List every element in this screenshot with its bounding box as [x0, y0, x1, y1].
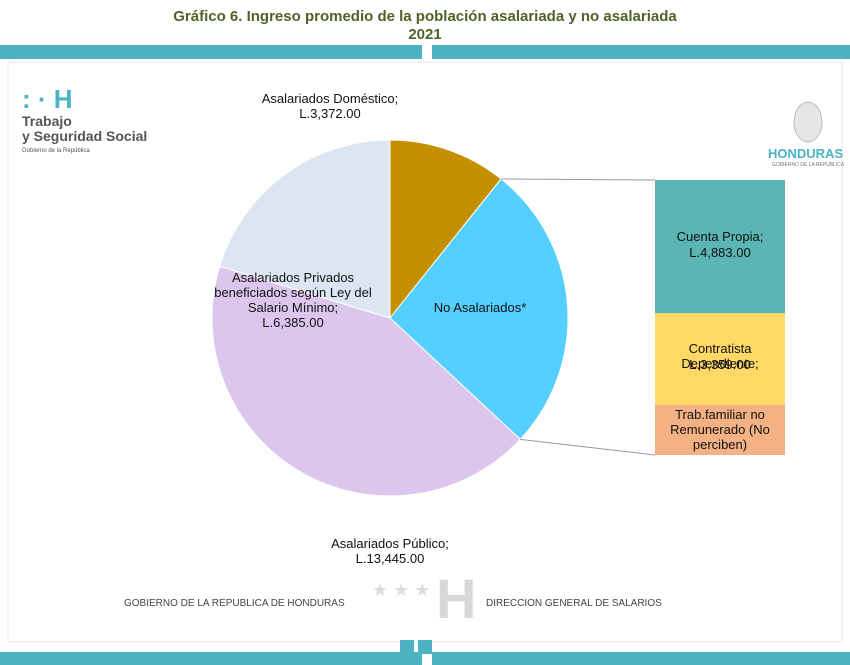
footer-logo: H — [436, 567, 476, 630]
bar-box — [655, 405, 785, 455]
bar-segment — [655, 313, 785, 405]
footer-left: GOBIERNO DE LA REPUBLICA DE HONDURAS — [124, 598, 345, 609]
logo-line: Trabajo — [22, 113, 72, 129]
bar-label: Trab.familiar no Remunerado (No perciben… — [670, 407, 770, 452]
logo-line: y Seguridad Social — [22, 128, 148, 144]
bar-value-label: L.4,883.00 — [689, 244, 751, 260]
footer-band — [432, 652, 850, 665]
bar-segment — [655, 180, 785, 314]
logo-line: Gobierno de la República — [22, 148, 90, 154]
logo-honduras: HONDURAS — [768, 146, 844, 161]
logo-mark: : · H — [22, 84, 73, 114]
slice-value-label: L.3,372.00 — [299, 106, 361, 121]
logo-text: Trabajo y Seguridad Social Gobierno de l… — [22, 114, 147, 159]
bar-label: Contratista Dependiente; — [681, 341, 759, 372]
slice-label: Asalariados Doméstico; — [261, 91, 399, 106]
pie-slice — [389, 178, 569, 441]
header-band — [432, 45, 850, 59]
footer-tab — [400, 640, 414, 654]
footer-right: DIRECCION GENERAL DE SALARIOS — [486, 598, 662, 609]
logo-sub: GOBIERNO DE LA REPÚBLICA — [772, 162, 845, 168]
chart-title: Gráfico 6. Ingreso promedio de la poblac… — [173, 8, 677, 25]
footer-band — [0, 652, 422, 665]
header-band — [0, 45, 422, 59]
pie-slice — [219, 139, 391, 319]
slice-value-label: L.6,385.00 — [262, 315, 324, 330]
footer-tab — [418, 640, 432, 654]
pie-slice — [211, 265, 521, 497]
connector — [520, 438, 656, 456]
slice-label: No Asalariados* — [433, 300, 527, 315]
bar-value-label: L.3,359.00 — [689, 357, 751, 373]
footer-stars: ★ ★ ★ — [372, 580, 430, 600]
chart-subtitle: 2021 — [408, 26, 442, 43]
slice-value-label: L.13,445.00 — [355, 551, 425, 566]
slice-label: Asalariados Privados beneficiados según … — [214, 270, 372, 315]
pie-slice — [389, 139, 502, 320]
connector — [501, 178, 656, 181]
coat-of-arms — [793, 101, 823, 143]
slice-label: Asalariados Público; — [331, 536, 449, 551]
bar-label: Cuenta Propia; — [676, 228, 764, 244]
